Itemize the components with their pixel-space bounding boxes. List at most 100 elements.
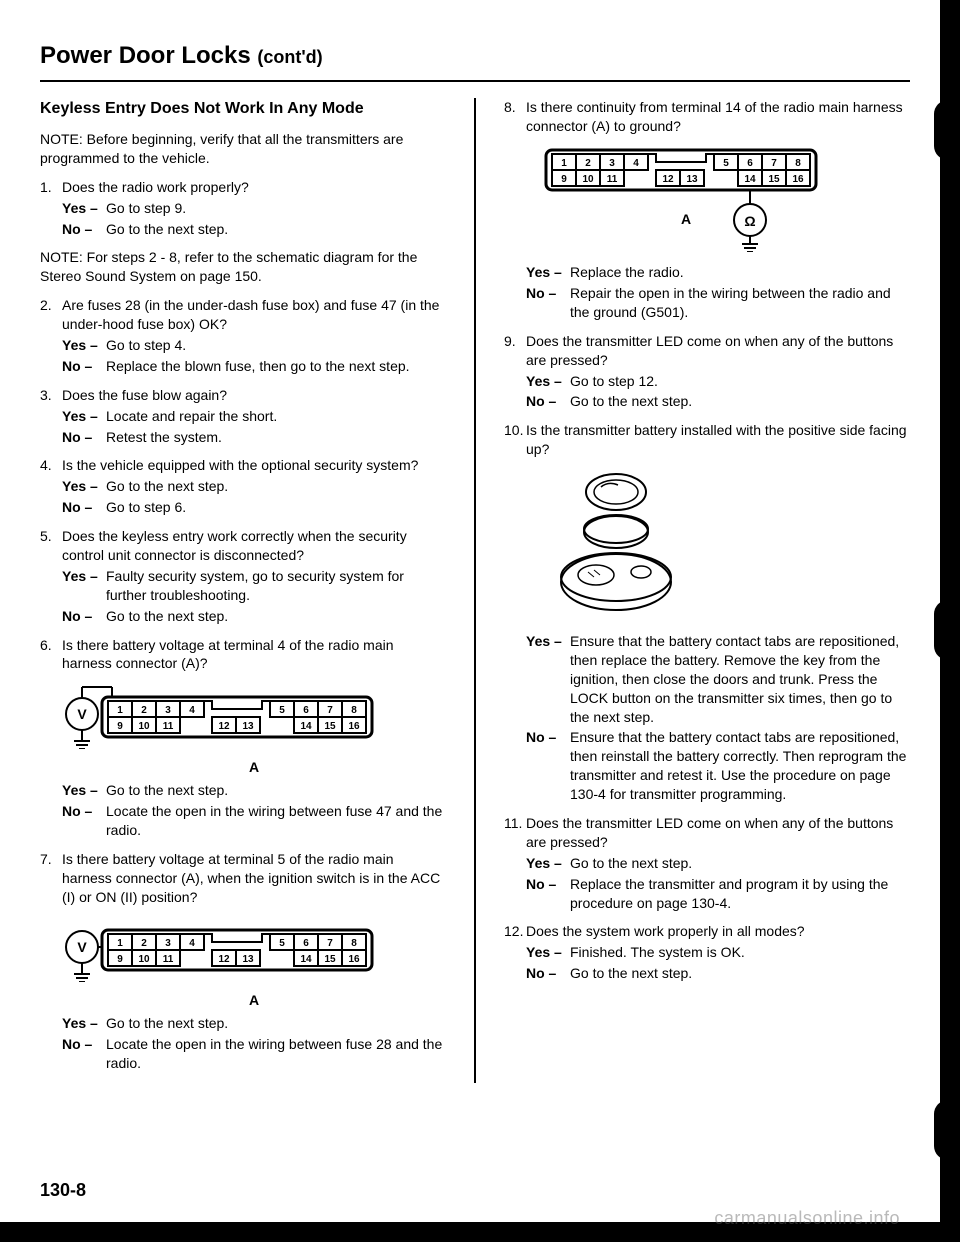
connector-diagram: V 1 2 3 4 5 [62,679,382,749]
no-text: Go to step 6. [106,498,446,517]
step-item: Is there battery voltage at terminal 4 o… [40,636,446,840]
step-number: 12. [504,922,523,941]
svg-text:5: 5 [723,158,729,169]
no-label: No – [62,220,106,239]
svg-text:9: 9 [117,721,123,732]
svg-text:4: 4 [633,158,639,169]
svg-text:7: 7 [327,705,333,716]
no-text: Retest the system. [106,428,446,447]
no-label: No – [526,875,570,913]
left-column: Keyless Entry Does Not Work In Any Mode … [40,98,446,1083]
step-question: Does the transmitter LED come on when an… [526,814,910,852]
no-label: No – [62,1035,106,1073]
svg-text:15: 15 [768,174,780,185]
connector-label: A [62,758,446,777]
svg-text:2: 2 [141,938,147,949]
svg-text:13: 13 [686,174,698,185]
step-question: Is there battery voltage at terminal 5 o… [62,850,446,907]
steps-list-left: Does the radio work properly? Yes –Go to… [40,178,446,239]
svg-text:15: 15 [324,954,336,965]
svg-text:15: 15 [324,721,336,732]
svg-text:6: 6 [747,158,753,169]
svg-text:Ω: Ω [744,213,755,229]
svg-text:2: 2 [141,705,147,716]
yes-text: Go to step 9. [106,199,446,218]
binder-tab [934,600,960,660]
svg-text:16: 16 [348,721,360,732]
no-label: No – [526,728,570,804]
step-item: Does the keyless entry work correctly wh… [40,527,446,625]
step-question: Is the vehicle equipped with the optiona… [62,456,446,475]
step-question: Is there battery voltage at terminal 4 o… [62,636,446,674]
yes-label: Yes – [526,632,570,726]
title-main: Power Door Locks [40,42,251,69]
step-number: 9. [504,332,516,351]
no-text: Go to the next step. [106,607,446,626]
svg-text:A: A [681,211,691,227]
svg-text:14: 14 [744,174,756,185]
svg-text:4: 4 [189,705,195,716]
no-text: Ensure that the battery contact tabs are… [570,728,910,804]
step-item: 12. Does the system work properly in all… [504,922,910,983]
yes-text: Locate and repair the short. [106,407,446,426]
step-question: Does the radio work properly? [62,178,446,197]
yes-text: Go to the next step. [570,854,910,873]
svg-text:11: 11 [163,721,174,732]
svg-text:5: 5 [279,705,285,716]
title-contd: (cont'd) [257,47,322,67]
svg-text:1: 1 [117,705,123,716]
svg-text:11: 11 [163,954,174,965]
column-divider [474,98,476,1083]
svg-text:13: 13 [242,954,254,965]
yes-text: Ensure that the battery contact tabs are… [570,632,910,726]
svg-text:V: V [77,706,87,722]
no-text: Go to the next step. [570,392,910,411]
no-text: Replace the transmitter and program it b… [570,875,910,913]
yes-label: Yes – [526,263,570,282]
yes-label: Yes – [62,477,106,496]
svg-text:6: 6 [303,705,309,716]
step-item: 9. Does the transmitter LED come on when… [504,332,910,412]
svg-text:12: 12 [218,721,230,732]
step-item: Is the vehicle equipped with the optiona… [40,456,446,517]
no-label: No – [526,284,570,322]
right-column: 8. Is there continuity from terminal 14 … [504,98,910,1083]
step-item: Is there battery voltage at terminal 5 o… [40,850,446,1073]
yes-label: Yes – [526,943,570,962]
svg-text:12: 12 [218,954,230,965]
svg-text:4: 4 [189,938,195,949]
step-question: Does the fuse blow again? [62,386,446,405]
yes-label: Yes – [62,336,106,355]
connector-label: A [62,991,446,1010]
yes-text: Go to the next step. [106,781,446,800]
yes-label: Yes – [62,199,106,218]
no-label: No – [62,802,106,840]
yes-label: Yes – [62,781,106,800]
svg-text:5: 5 [279,938,285,949]
yes-text: Go to the next step. [106,1014,446,1033]
page-number: 130-8 [40,1178,86,1202]
step-number: 8. [504,98,516,117]
yes-label: Yes – [62,1014,106,1033]
svg-text:1: 1 [117,938,123,949]
yes-text: Replace the radio. [570,263,910,282]
svg-text:10: 10 [582,174,594,185]
note-text: NOTE: Before beginning, verify that all … [40,130,446,168]
step-number: 11. [504,814,522,833]
svg-text:16: 16 [792,174,804,185]
yes-label: Yes – [62,567,106,605]
svg-text:10: 10 [138,954,150,965]
no-text: Repair the open in the wiring between th… [570,284,910,322]
transmitter-battery-illustration [546,467,706,617]
step-question: Is there continuity from terminal 14 of … [526,98,910,136]
binder-tab [934,100,960,160]
yes-text: Go to the next step. [106,477,446,496]
page-title: Power Door Locks (cont'd) [40,40,910,72]
step-item: 11. Does the transmitter LED come on whe… [504,814,910,912]
no-label: No – [526,964,570,983]
binder-tab [934,1100,960,1160]
step-question: Are fuses 28 (in the under-dash fuse box… [62,296,446,334]
connector-diagram: 1 2 3 4 5 6 7 8 9 10 11 12 13 14 [526,142,846,252]
no-label: No – [62,357,106,376]
svg-text:7: 7 [327,938,333,949]
